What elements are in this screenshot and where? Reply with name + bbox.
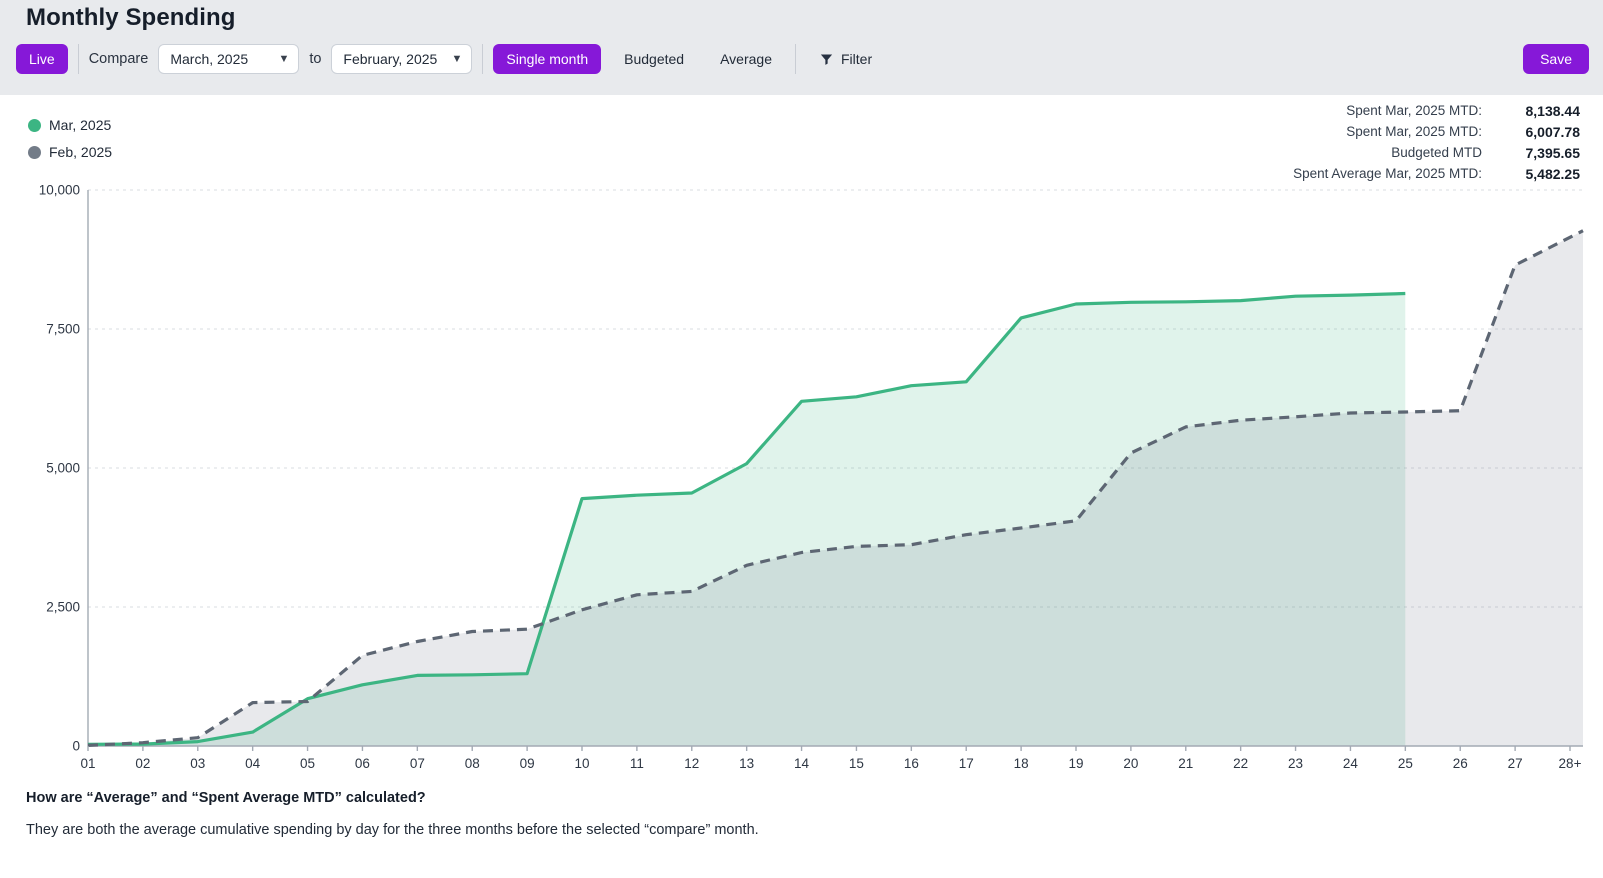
x-axis-tick-label: 14 <box>794 756 810 770</box>
stat-value: 8,138.44 <box>1492 104 1580 118</box>
compare-from-value: March, 2025 <box>170 51 248 67</box>
legend-color-dot <box>28 119 41 132</box>
x-axis-tick-label: 20 <box>1123 756 1138 770</box>
footer-answer: They are both the average cumulative spe… <box>26 822 1577 838</box>
x-axis-tick-label: 22 <box>1233 756 1248 770</box>
legend-label: Feb, 2025 <box>49 144 112 160</box>
x-axis-tick-label: 15 <box>849 756 864 770</box>
x-axis-tick-label: 01 <box>80 756 95 770</box>
legend-item[interactable]: Mar, 2025 <box>28 117 112 133</box>
save-button[interactable]: Save <box>1523 44 1589 74</box>
chevron-down-icon: ▼ <box>278 53 289 65</box>
stat-label: Spent Mar, 2025 MTD: <box>1293 125 1482 139</box>
y-axis-tick-label: 5,000 <box>46 461 80 476</box>
filter-label: Filter <box>841 51 872 67</box>
footer-explanation: How are “Average” and “Spent Average MTD… <box>0 770 1603 838</box>
x-axis-tick-label: 05 <box>300 756 315 770</box>
stat-value: 5,482.25 <box>1492 167 1580 181</box>
page-title: Monthly Spending <box>0 4 1603 32</box>
x-axis-tick-label: 07 <box>410 756 425 770</box>
x-axis-tick-label: 17 <box>959 756 974 770</box>
y-axis-tick-label: 2,500 <box>46 600 80 615</box>
page-header: Monthly Spending Live Compare March, 202… <box>0 0 1603 95</box>
mtd-stats: Spent Mar, 2025 MTD: 8,138.44 Spent Mar, 2… <box>1293 104 1580 181</box>
x-axis-tick-label: 03 <box>190 756 205 770</box>
x-axis-tick-label: 23 <box>1288 756 1303 770</box>
x-axis-tick-label: 16 <box>904 756 919 770</box>
toolbar-divider <box>78 44 79 74</box>
live-button[interactable]: Live <box>16 44 68 74</box>
x-axis-tick-label: 08 <box>465 756 480 770</box>
x-axis-tick-label: 06 <box>355 756 370 770</box>
y-axis-tick-label: 0 <box>72 739 80 754</box>
compare-label: Compare <box>89 51 149 67</box>
x-axis-tick-label: 09 <box>520 756 535 770</box>
x-axis-tick-label: 02 <box>135 756 150 770</box>
x-axis-tick-label: 11 <box>630 756 644 770</box>
x-axis-tick-label: 28+ <box>1559 756 1582 770</box>
legend-item[interactable]: Feb, 2025 <box>28 144 112 160</box>
toolbar: Live Compare March, 2025 ▼ to February, … <box>0 44 1603 74</box>
filter-funnel-icon <box>819 52 834 67</box>
x-axis-tick-label: 13 <box>739 756 754 770</box>
mode-budgeted-button[interactable]: Budgeted <box>611 44 697 74</box>
chart-section: Mar, 2025 Feb, 2025 Spent Mar, 2025 MTD: 8… <box>0 95 1603 770</box>
x-axis-tick-label: 26 <box>1453 756 1468 770</box>
stat-value: 7,395.65 <box>1492 146 1580 160</box>
compare-from-select[interactable]: March, 2025 ▼ <box>158 44 299 74</box>
x-axis-tick-label: 25 <box>1398 756 1413 770</box>
x-axis-tick-label: 12 <box>684 756 699 770</box>
stat-label: Spent Mar, 2025 MTD: <box>1293 104 1482 118</box>
mode-single-month-button[interactable]: Single month <box>493 44 601 74</box>
x-axis-tick-label: 21 <box>1178 756 1193 770</box>
footer-question: How are “Average” and “Spent Average MTD… <box>26 790 1577 806</box>
y-axis-tick-label: 7,500 <box>46 322 80 337</box>
x-axis-tick-label: 19 <box>1068 756 1083 770</box>
toolbar-divider <box>795 44 796 74</box>
compare-to-value: February, 2025 <box>343 51 437 67</box>
mode-average-button[interactable]: Average <box>707 44 785 74</box>
x-axis-tick-label: 18 <box>1014 756 1029 770</box>
x-axis-tick-label: 10 <box>574 756 589 770</box>
chevron-down-icon: ▼ <box>452 53 463 65</box>
spending-chart[interactable]: 0 2,500 5,000 7,500 10,000 01 02 03 04 05 06 07 08 09… <box>0 180 1603 770</box>
to-label: to <box>309 51 321 67</box>
legend-color-dot <box>28 146 41 159</box>
x-axis-tick-label: 24 <box>1343 756 1359 770</box>
stat-label: Budgeted MTD <box>1293 146 1482 160</box>
compare-to-select[interactable]: February, 2025 ▼ <box>331 44 472 74</box>
stat-value: 6,007.78 <box>1492 125 1580 139</box>
x-axis-tick-label: 27 <box>1508 756 1523 770</box>
stat-label: Spent Average Mar, 2025 MTD: <box>1293 167 1482 181</box>
chart-legend: Mar, 2025 Feb, 2025 <box>28 117 112 171</box>
x-axis-tick-label: 04 <box>245 756 261 770</box>
toolbar-divider <box>482 44 483 74</box>
chart-header: Mar, 2025 Feb, 2025 Spent Mar, 2025 MTD: 8… <box>0 95 1603 180</box>
filter-button[interactable]: Filter <box>806 44 885 74</box>
y-axis-tick-label: 10,000 <box>39 183 80 198</box>
legend-label: Mar, 2025 <box>49 117 111 133</box>
